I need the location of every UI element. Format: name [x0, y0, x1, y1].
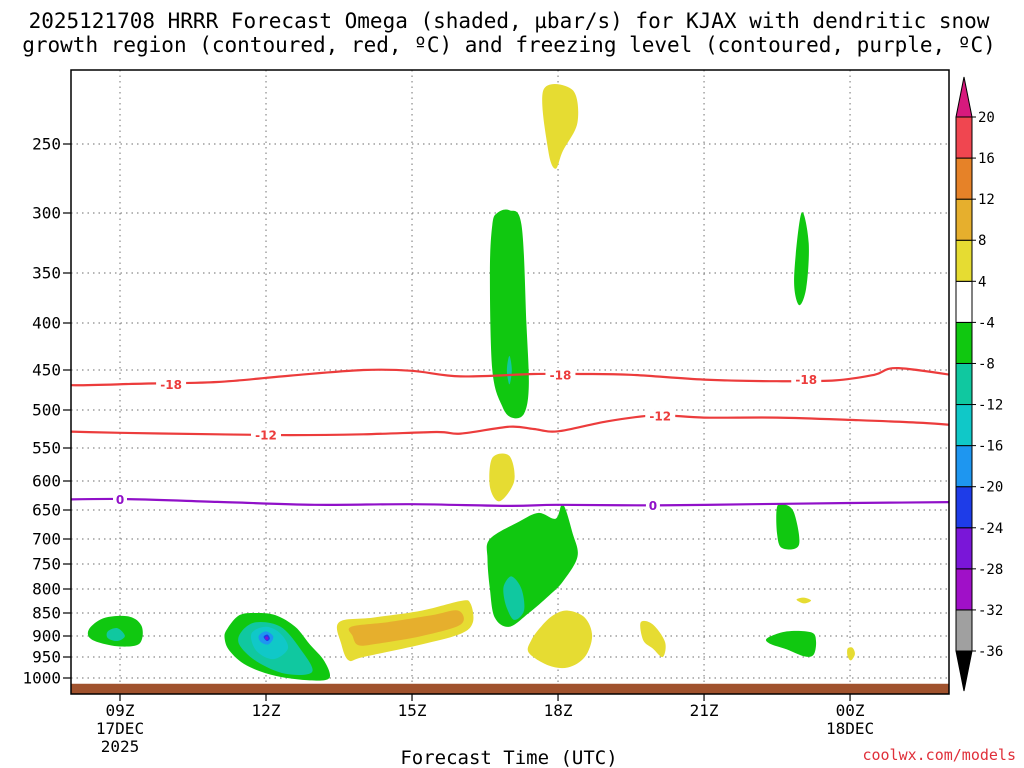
temp-minus-12-label-bg-1 [645, 409, 676, 424]
omega-region-8-9 [348, 610, 464, 646]
colorbar-label--12: -12 [978, 398, 1003, 414]
surface-ground-band [71, 683, 949, 694]
omega-region-4-16 [542, 84, 579, 169]
colorbar-label-4: 4 [978, 274, 986, 290]
colorbar-bin--20-to--16 [955, 445, 973, 488]
colorbar-bin-12-to-16 [955, 157, 973, 200]
y-tick-label-850: 850 [32, 604, 61, 623]
x-axis-label: Forecast Time (UTC) [400, 747, 617, 768]
y-tick-label-900: 900 [32, 627, 61, 646]
y-tick-label-700: 700 [32, 530, 61, 549]
temp-minus-12-label-bg-0 [251, 428, 282, 443]
y-tick-label-650: 650 [32, 501, 61, 520]
plot-frame [70, 69, 950, 695]
freezing-level-0-label-bg-1 [645, 498, 660, 513]
chart-title-line-2: growth region (contoured, red, ºC) and f… [22, 33, 996, 57]
omega-region-4-15 [527, 610, 593, 669]
temp-minus-18-label-0: -18 [160, 378, 182, 392]
colorbar-bin-4-to-8 [955, 239, 973, 282]
colorbar-bin--24-to--20 [955, 486, 973, 529]
colorbar-bin--8-to--4 [955, 321, 973, 364]
colorbar-label--8: -8 [978, 356, 995, 372]
colorbar-label-16: 16 [978, 151, 995, 167]
colorbar-label--16: -16 [978, 439, 1003, 455]
colorbar-label-8: 8 [978, 233, 986, 249]
y-tick-label-1000: 1000 [22, 669, 61, 688]
omega-region--24-7 [264, 636, 269, 640]
y-tick-label-600: 600 [32, 472, 61, 491]
y-axis-ticks: 250 300 350 400 450 500 550 600 650 700 750 800 850 9… [22, 135, 71, 688]
colorbar-bin-16-to-20 [955, 116, 973, 159]
omega-region--4-19 [794, 212, 809, 306]
site-credit: coolwx.com/models [862, 746, 1016, 764]
freezing-level-0-line [71, 497, 949, 508]
temp-minus-18-label-1: -18 [550, 368, 572, 382]
omega-region-4-17 [640, 620, 666, 658]
omega-region--4-10 [489, 209, 529, 419]
x-tick-label-17DEC: 17DEC [96, 719, 144, 738]
y-tick-label-950: 950 [32, 648, 61, 667]
y-tick-label-450: 450 [32, 361, 61, 380]
colorbar-high-arrow [955, 76, 973, 118]
omega-region--8-11 [506, 355, 512, 385]
colorbar-label--24: -24 [978, 521, 1003, 537]
omega-region--8-14 [503, 576, 525, 620]
temp-minus-12-label-1: -12 [649, 410, 671, 424]
x-tick-label-18DEC: 18DEC [826, 719, 874, 738]
x-tick-label-18Z: 18Z [544, 701, 573, 720]
omega-region--4-18 [776, 503, 800, 550]
temp-minus-12-label-0: -12 [255, 429, 277, 443]
colorbar-low-arrow [955, 650, 973, 692]
omega-region-4-22 [847, 647, 855, 661]
colorbar-bin--28-to--24 [955, 527, 973, 570]
colorbar-bin--12-to--8 [955, 362, 973, 406]
omega-region--4-20 [765, 630, 817, 657]
temp-minus-18-label-bg-2 [791, 372, 822, 387]
x-tick-label-2025: 2025 [101, 737, 140, 756]
temp-minus-18-label-2: -18 [795, 373, 817, 387]
temp-minus-12-line [71, 414, 949, 437]
temp-minus-18-line [71, 366, 949, 387]
temp-minus-18-label-bg-0 [156, 377, 187, 392]
freezing-level-0-label-1: 0 [649, 499, 657, 513]
y-tick-label-400: 400 [32, 314, 61, 333]
omega-region-4-21 [796, 597, 812, 604]
colorbar-label-12: 12 [978, 192, 995, 208]
x-tick-label-21Z: 21Z [690, 701, 719, 720]
omega-shading [87, 84, 855, 681]
y-tick-label-550: 550 [32, 439, 61, 458]
y-tick-label-750: 750 [32, 555, 61, 574]
colorbar-label--32: -32 [978, 603, 1003, 619]
colorbar-label-20: 20 [978, 110, 995, 126]
y-tick-label-350: 350 [32, 264, 61, 283]
colorbar-label--4: -4 [978, 315, 995, 331]
surface-band [71, 683, 949, 694]
y-tick-label-500: 500 [32, 401, 61, 420]
x-tick-label-09Z: 09Z [106, 701, 135, 720]
x-tick-label-12Z: 12Z [252, 701, 281, 720]
contour-lines: -18 -18 -18 -12 -12 0 0 [71, 366, 949, 513]
colorbar-label--28: -28 [978, 562, 1003, 578]
colorbar-bin--4-to-4 [955, 280, 973, 323]
y-tick-label-300: 300 [32, 204, 61, 223]
y-tick-label-250: 250 [32, 135, 61, 154]
x-tick-label-00Z: 00Z [836, 701, 865, 720]
y-tick-label-800: 800 [32, 580, 61, 599]
colorbar: -36 -32 -28 -24 -20 -16 -12 -8 -4 4 8 12 16 20 [955, 76, 1003, 692]
colorbar-label--36: -36 [978, 644, 1003, 660]
colorbar-bin--32-to--28 [955, 568, 973, 611]
freezing-level-0-label-0: 0 [116, 493, 124, 507]
x-tick-label-15Z: 15Z [398, 701, 427, 720]
colorbar-bin--16-to--12 [955, 404, 973, 447]
freezing-level-0-label-bg-0 [113, 492, 127, 507]
colorbar-bin-8-to-12 [955, 198, 973, 241]
colorbar-bin--36-to--32 [955, 609, 973, 652]
colorbar-label--20: -20 [978, 480, 1003, 496]
omega-region--8-1 [106, 628, 125, 642]
chart-title-line-1: 2025121708 HRRR Forecast Omega (shaded, … [29, 9, 990, 33]
temp-minus-18-label-bg-1 [545, 367, 576, 382]
omega-region-4-12 [489, 453, 515, 502]
